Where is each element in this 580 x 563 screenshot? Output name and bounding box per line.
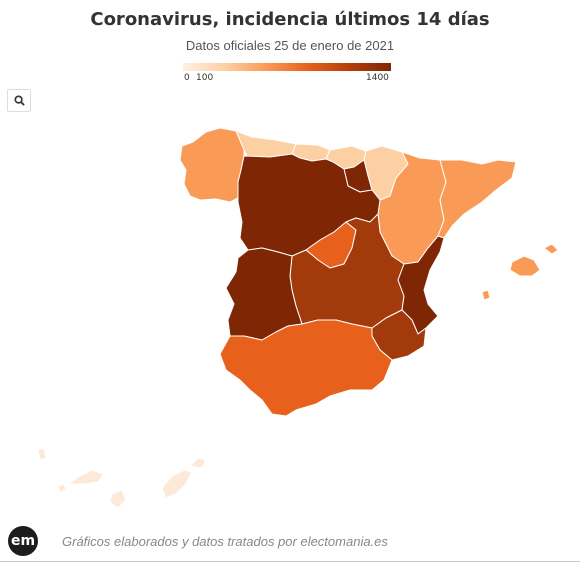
legend-gradient-bar: [183, 63, 391, 71]
legend-tick-min: 0: [184, 73, 190, 83]
footer: em Gráficos elaborados y datos tratados …: [0, 516, 580, 563]
region-andalucia[interactable]: [219, 319, 393, 417]
region-canarias[interactable]: [37, 447, 207, 509]
zoom-button[interactable]: [7, 89, 31, 112]
legend-tick-max: 1400: [366, 73, 389, 83]
color-legend: 0 100 1400: [183, 63, 393, 85]
region-asturias[interactable]: [235, 130, 297, 159]
region-murcia[interactable]: [371, 309, 427, 361]
region-galicia[interactable]: [179, 127, 245, 203]
region-cataluna[interactable]: [437, 159, 517, 239]
legend-tick-low: 100: [196, 73, 214, 83]
search-icon: [13, 95, 25, 106]
spain-map: [37, 127, 559, 509]
electomania-logo: em: [8, 526, 38, 556]
page-subtitle: Datos oficiales 25 de enero de 2021: [185, 38, 395, 53]
footer-credit: Gráficos elaborados y datos tratados por…: [62, 534, 388, 549]
footer-divider: [0, 561, 580, 562]
region-islas-baleares[interactable]: [481, 243, 559, 301]
page-title: Coronavirus, incidencia últimos 14 días: [90, 9, 490, 30]
